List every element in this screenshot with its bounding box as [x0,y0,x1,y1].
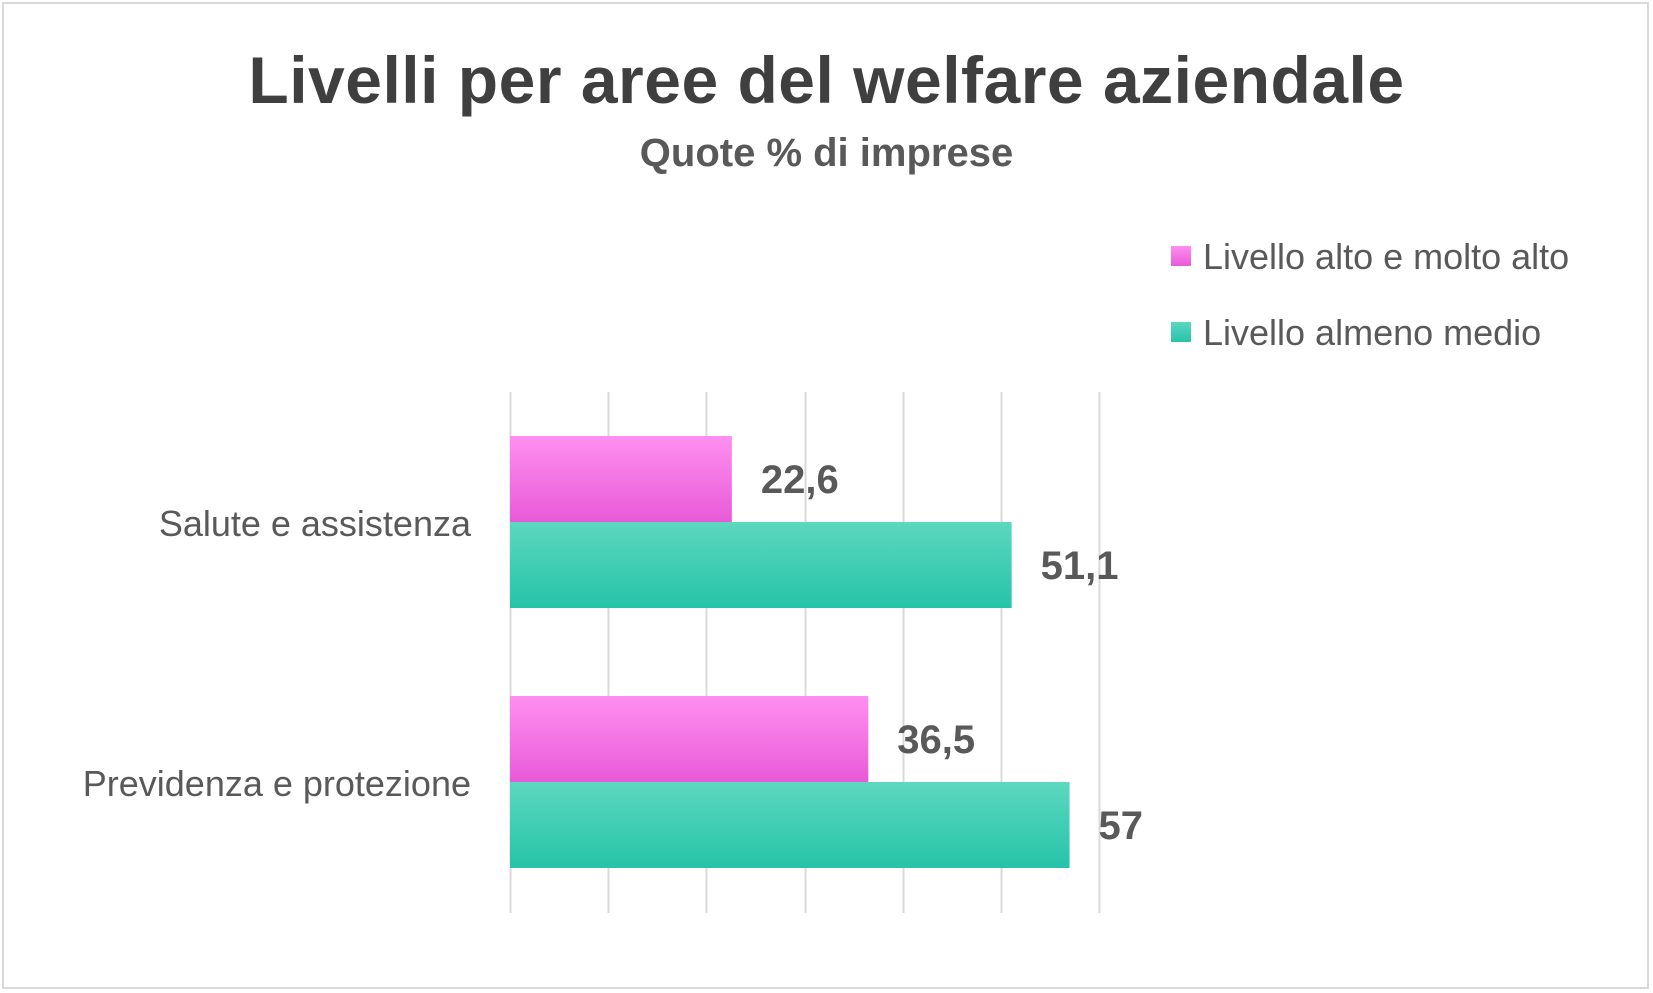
chart-title: Livelli per aree del welfare aziendale [248,43,1405,117]
category-label: Previdenza e protezione [83,763,471,804]
legend-label-series-1: Livello alto e molto alto [1203,236,1569,277]
bars [510,436,1070,868]
legend-swatch-series-2 [1171,322,1191,342]
bar-salute-e-assistenza-series-1 [510,436,732,522]
data-label: 51,1 [1041,544,1119,588]
labels: 22,6 51,1 Salute e assistenza 36,5 57 Previde… [83,458,1143,848]
bar-salute-e-assistenza-series-2 [510,522,1012,608]
category-label: Salute e assistenza [159,503,472,544]
bar-previdenza-e-protezione-series-2 [510,782,1070,868]
data-label: 36,5 [897,718,975,762]
bar-previdenza-e-protezione-series-1 [510,696,869,782]
legend: Livello alto e molto alto Livello almeno … [1171,236,1569,353]
legend-swatch-series-1 [1171,246,1191,266]
data-label: 57 [1099,804,1144,848]
chart-subtitle: Quote % di imprese [639,131,1014,175]
data-label: 22,6 [761,458,839,502]
legend-label-series-2: Livello almeno medio [1203,312,1541,353]
